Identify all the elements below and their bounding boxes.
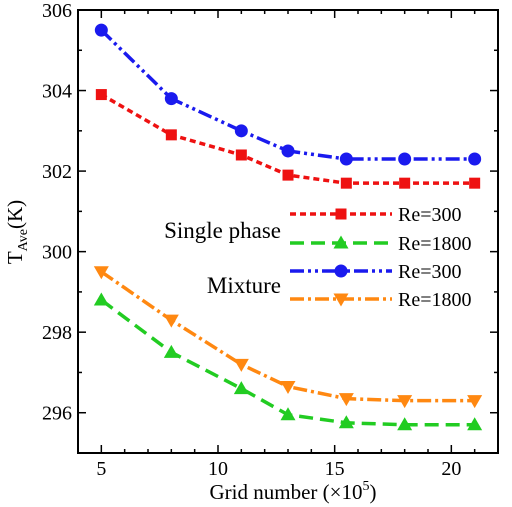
data-point [165, 129, 177, 141]
legend-label: Re=1800 [398, 233, 472, 255]
data-point [93, 292, 109, 306]
data-point [164, 92, 178, 106]
legend-label: Re=300 [398, 204, 462, 226]
data-point [397, 395, 413, 409]
legend-entry: Re=1800 [290, 289, 472, 311]
data-point [235, 149, 247, 161]
legend-label: Re=1800 [398, 289, 472, 311]
y-tick-label: 300 [42, 242, 72, 264]
legend-group-label: Single phase [164, 218, 281, 243]
data-point [399, 177, 411, 189]
y-tick-label: 298 [42, 322, 72, 344]
ticks: 5 10 15 20 296 298 300 302 304 306 [42, 0, 499, 480]
legend-group-label: Mixture [207, 273, 281, 298]
series-3 [94, 23, 482, 166]
data-point [234, 124, 248, 138]
data-point [282, 169, 294, 181]
data-point [280, 407, 296, 421]
data-point [233, 358, 249, 372]
series-1 [95, 89, 481, 189]
data-point [398, 152, 412, 166]
series-2 [93, 292, 483, 431]
data-point [340, 177, 352, 189]
x-tick-label: 15 [325, 458, 345, 480]
x-axis-title: Grid number (×105) [210, 479, 377, 504]
data-point [93, 266, 109, 280]
x-tick-label: 20 [441, 458, 461, 480]
data-point [468, 152, 482, 166]
x-tick-label: 5 [96, 458, 106, 480]
series-line [100, 298, 475, 427]
series-layer [93, 23, 483, 431]
legend-entry: Re=1800 [290, 233, 472, 255]
data-point [163, 344, 179, 358]
x-tick-label: 10 [208, 458, 228, 480]
data-point [163, 314, 179, 328]
data-point [338, 393, 354, 407]
data-point [469, 177, 481, 189]
data-point [233, 381, 249, 395]
legend-marker [334, 264, 348, 278]
y-axis-title: TAve(K) [3, 200, 31, 264]
legend-marker [333, 293, 349, 307]
legend: Re=300 Re=1800 Re=300 Re=1800 Single phase Mi… [164, 204, 471, 311]
data-point [94, 23, 108, 37]
series-line [100, 28, 475, 161]
data-point [397, 417, 413, 431]
data-point [467, 395, 483, 409]
legend-entry: Re=300 [290, 204, 462, 226]
data-point [280, 381, 296, 395]
y-tick-label: 302 [42, 161, 72, 183]
legend-marker [335, 208, 347, 220]
data-point [281, 144, 295, 158]
series-4 [93, 266, 483, 409]
y-tick-label: 304 [42, 81, 72, 103]
y-tick-label: 296 [42, 403, 72, 425]
y-tick-label: 306 [42, 0, 72, 22]
data-point [338, 415, 354, 429]
data-point [467, 417, 483, 431]
legend-entry: Re=300 [290, 261, 462, 283]
data-point [95, 89, 107, 101]
legend-label: Re=300 [398, 261, 462, 283]
data-point [339, 152, 353, 166]
legend-marker [333, 235, 349, 249]
